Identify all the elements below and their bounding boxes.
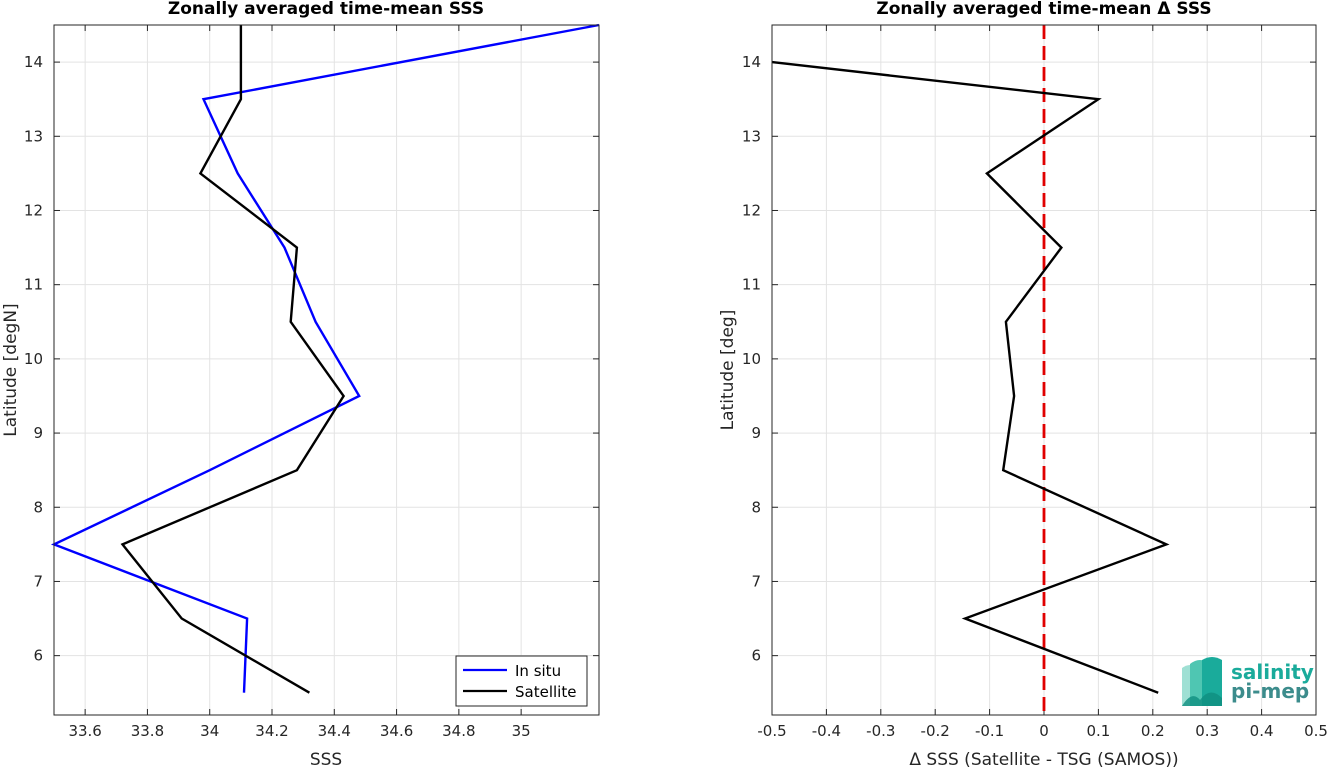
right-x-tick-label: 0.3 [1195, 722, 1219, 740]
right-y-tick-label: 8 [751, 498, 761, 516]
right-y-tick-label: 11 [742, 276, 761, 294]
left-y-tick-label: 9 [33, 424, 43, 442]
right-y-tick-labels: 6 7 8 9 10 11 12 13 14 [742, 53, 761, 665]
left-y-tick-label: 7 [33, 572, 43, 590]
right-x-tick-label: -0.1 [975, 722, 1004, 740]
right-x-tick-label: 0.4 [1250, 722, 1274, 740]
legend-label-in-situ: In situ [515, 662, 561, 680]
left-chart-title: Zonally averaged time-mean SSS [168, 0, 484, 19]
right-x-tick-label: -0.5 [757, 722, 786, 740]
left-series-line-satellite [120, 25, 346, 694]
right-x-tick-label: -0.4 [812, 722, 841, 740]
logo-text-pi-mep: pi-mep [1231, 679, 1309, 703]
right-chart-panel: -0.5 -0.4 -0.3 -0.2 -0.1 0 0.1 0.2 0.3 0.4 0.5 6 7 8… [718, 0, 1328, 769]
right-x-tick-label: 0.5 [1304, 722, 1328, 740]
left-x-tick-label: 33.8 [131, 722, 164, 740]
right-y-axis-label: Latitude [deg] [718, 310, 738, 431]
right-x-tick-label: 0.1 [1086, 722, 1110, 740]
left-grid [54, 25, 599, 715]
left-y-tick-label: 8 [33, 498, 43, 516]
left-y-tick-label: 11 [24, 276, 43, 294]
right-y-tick-label: 12 [742, 201, 761, 219]
right-x-tick-label: 0.2 [1141, 722, 1165, 740]
salinity-pi-mep-logo: salinity pi-mep [1182, 657, 1314, 706]
left-x-tick-label: 34.8 [442, 722, 475, 740]
left-x-tick-label: 35 [512, 722, 531, 740]
right-x-tick-label: 0 [1039, 722, 1049, 740]
right-x-axis-label: Δ SSS (Satellite - TSG (SAMOS)) [909, 750, 1178, 769]
left-y-tick-label: 6 [33, 647, 43, 665]
left-x-tick-label: 34.2 [255, 722, 288, 740]
left-x-axis-label: SSS [310, 750, 342, 769]
right-x-tick-label: -0.3 [866, 722, 895, 740]
legend-label-satellite: Satellite [515, 683, 576, 701]
right-y-tick-label: 6 [751, 647, 761, 665]
right-axes-box [771, 24, 1317, 716]
right-y-tick-label: 9 [751, 424, 761, 442]
right-x-tick-label: -0.2 [921, 722, 950, 740]
right-series-line-delta-sss [771, 60, 1170, 694]
left-x-tick-label: 33.6 [68, 722, 101, 740]
right-y-tick-label: 13 [742, 127, 761, 145]
left-y-tick-label: 10 [24, 350, 43, 368]
left-y-tick-label: 14 [24, 53, 43, 71]
legend-box [455, 655, 588, 707]
logo-wave-icon [1182, 657, 1222, 706]
left-y-tick-labels: 6 7 8 9 10 11 12 13 14 [24, 53, 43, 665]
left-y-tick-label: 12 [24, 201, 43, 219]
left-series-group [50, 23, 600, 694]
right-y-tick-label: 7 [751, 572, 761, 590]
left-y-axis-label: Latitude [degN] [1, 303, 21, 436]
legend: In situ Satellite [455, 655, 588, 707]
left-x-tick-label: 34.6 [380, 722, 413, 740]
left-x-tick-labels: 33.6 33.8 34 34.2 34.4 34.6 34.8 35 [68, 722, 530, 740]
right-series-group [771, 60, 1170, 694]
left-axes-box [53, 24, 600, 716]
right-y-tick-label: 10 [742, 350, 761, 368]
left-x-tick-label: 34.4 [318, 722, 351, 740]
left-chart-panel: 33.6 33.8 34 34.2 34.4 34.6 34.8 35 6 7 8 9 10 11 12 1… [1, 0, 600, 769]
right-y-tick-label: 14 [742, 53, 761, 71]
right-chart-title: Zonally averaged time-mean Δ SSS [876, 0, 1211, 19]
left-x-tick-label: 34 [200, 722, 219, 740]
left-tick-marks [54, 25, 599, 715]
left-y-tick-label: 13 [24, 127, 43, 145]
logo-text-salinity: salinity [1231, 660, 1314, 684]
right-x-tick-labels: -0.5 -0.4 -0.3 -0.2 -0.1 0 0.1 0.2 0.3 0.4 0.5 [757, 722, 1328, 740]
